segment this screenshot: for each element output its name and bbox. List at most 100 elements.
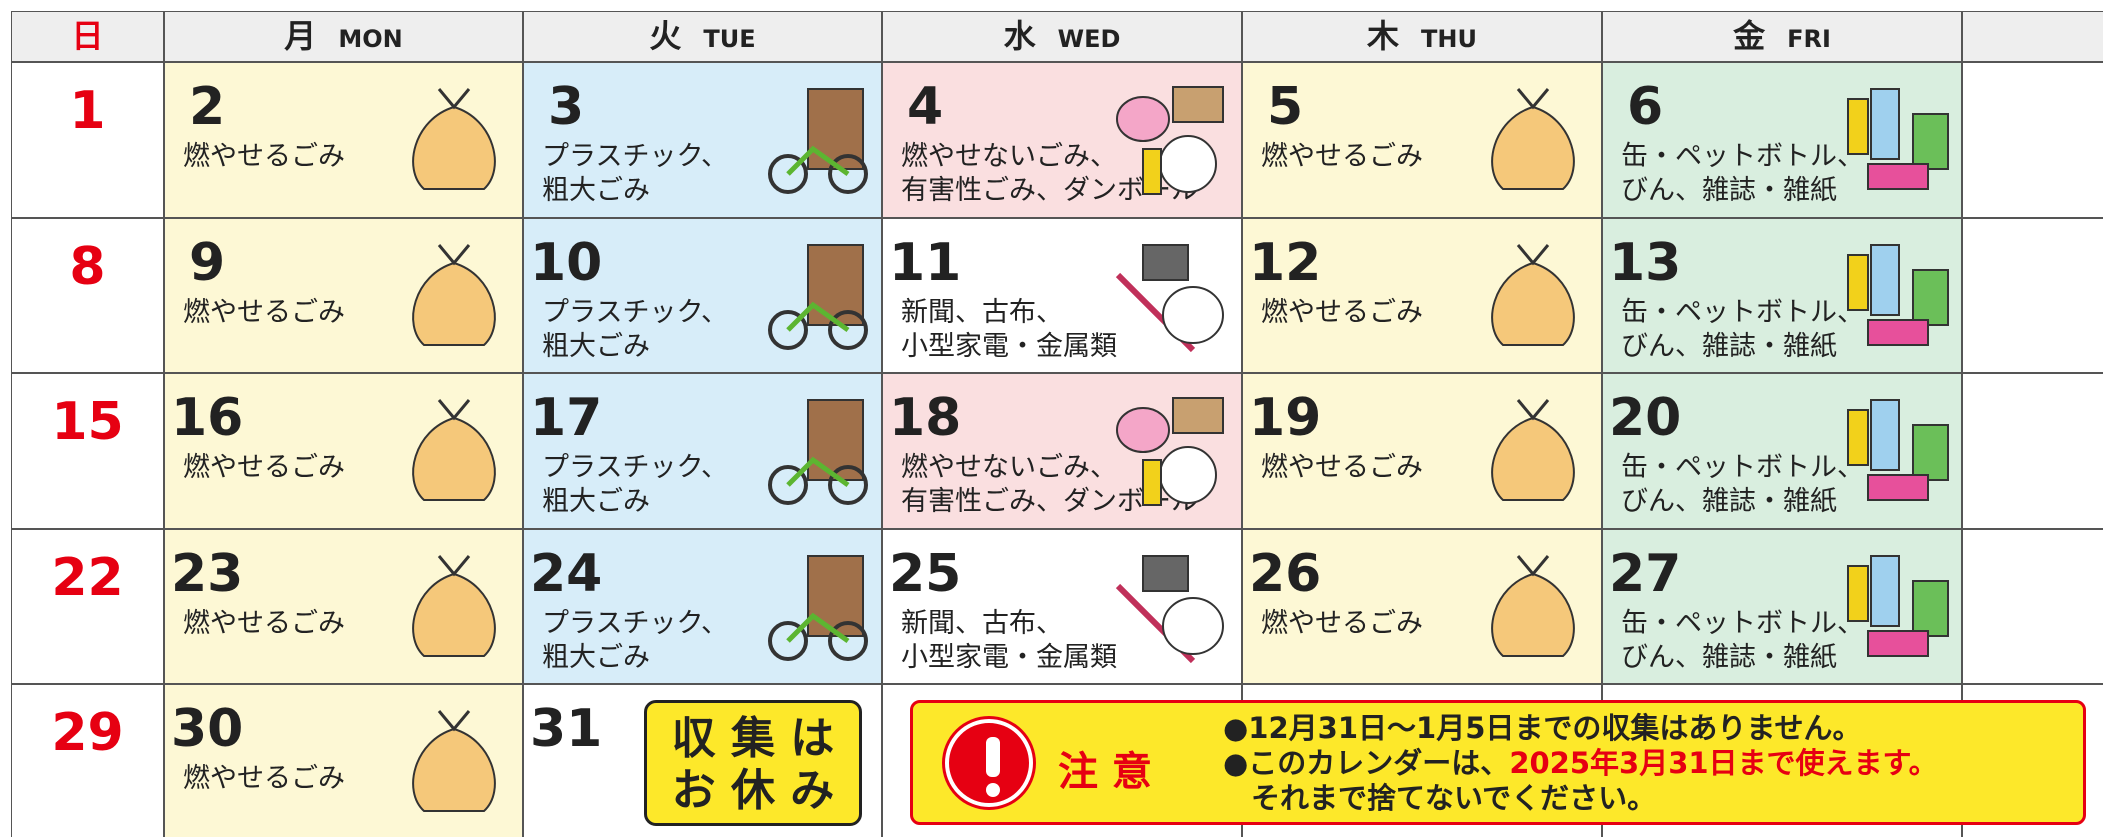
day-cell: 11 新聞、古布、 小型家電・金属類 (882, 217, 1242, 373)
icon (412, 88, 496, 190)
icon-shape (437, 399, 471, 421)
collection-type: 燃やせないごみ、 (901, 452, 1117, 483)
icon-shape (1142, 554, 1189, 592)
collection-type: 缶・ペットボトル、 (1621, 607, 1864, 639)
icon (768, 243, 868, 350)
icon-shape (1172, 86, 1224, 123)
date: 2 (189, 77, 226, 137)
header-cell: 月 MON (164, 11, 523, 62)
weekday-kanji: 月 (284, 17, 317, 55)
day-cell: 2 燃やせるごみ (164, 62, 523, 218)
day-cell: 25 新聞、古布、 小型家電・金属類 (882, 528, 1242, 684)
day-cell: 7 (1962, 62, 2103, 218)
icon (1491, 88, 1575, 190)
notice-line: ●このカレンダーは、2025年3月31日まで使えます。 (1223, 746, 1938, 780)
collection-type: 燃やせるごみ (183, 607, 345, 639)
icon (768, 554, 868, 661)
weekday-en: MON (338, 25, 403, 53)
icon-shape (1847, 98, 1869, 155)
date: 27 (1609, 543, 1682, 604)
weekday-en: TUE (703, 25, 756, 53)
date: 21 (1963, 396, 2103, 448)
day-cell: 13 缶・ペットボトル、 びん、雑誌・雑紙 (1602, 217, 1962, 373)
icon (412, 243, 496, 346)
icon-shape (1491, 416, 1575, 501)
date: 26 (1249, 543, 1322, 604)
collection-type: 燃やせるごみ (183, 296, 345, 328)
collection-type: プラスチック、 (542, 296, 729, 328)
icon (412, 554, 496, 657)
day-cell: 24 プラスチック、 粗大ごみ (523, 528, 882, 684)
date: 4 (907, 77, 944, 137)
icon-shape (1847, 253, 1869, 311)
icon (768, 88, 868, 194)
date: 5 (1267, 77, 1304, 137)
icon-shape (768, 620, 808, 661)
icon-shape (768, 465, 808, 505)
icon-shape (807, 88, 864, 170)
collection-type: 燃やせるごみ (1261, 141, 1423, 172)
icon-shape (1159, 135, 1217, 193)
notice-bang-dot (986, 783, 1000, 797)
collection-type: 粗大ごみ (542, 486, 650, 517)
icon (1847, 554, 1949, 657)
date: 12 (1249, 232, 1322, 293)
day-cell: 9 燃やせるごみ (164, 217, 523, 373)
weekday-kanji: 水 (1003, 17, 1036, 55)
date: 29 (51, 703, 124, 763)
icon (1116, 86, 1224, 195)
icon-shape (1516, 243, 1550, 265)
collection-type: プラスチック、 (542, 452, 729, 483)
notice-title: 注 意 (1058, 749, 1152, 795)
icon-shape (437, 710, 471, 732)
collection-type: 燃やせるごみ (183, 141, 345, 172)
day-cell: 16 燃やせるごみ (164, 373, 523, 529)
icon (1115, 243, 1224, 352)
day-cell: 28 (1962, 528, 2103, 684)
collection-type: 新聞、古布、 (901, 296, 1063, 328)
date: 23 (171, 543, 244, 604)
collection-type: 缶・ペットボトル、 (1621, 296, 1864, 328)
day-cell: 6 缶・ペットボトル、 びん、雑誌・雑紙 (1602, 62, 1962, 218)
icon-shape (1172, 397, 1224, 434)
icon-shape (1870, 243, 1900, 316)
collection-type: 粗大ごみ (542, 641, 650, 673)
notice-text: ●このカレンダーは、 (1223, 746, 1510, 780)
icon-shape (1116, 96, 1170, 142)
icon-shape (828, 465, 868, 505)
collection-type: プラスチック、 (542, 607, 729, 639)
header-cell: 火 TUE (523, 11, 882, 62)
collection-type: 燃やせるごみ (183, 452, 345, 483)
icon-shape (437, 88, 471, 110)
notice: 注 意 ●12月31日〜1月5日までの収集はありません。 ●このカレンダーは、202… (910, 700, 2086, 825)
date: 30 (171, 699, 244, 759)
icon-shape (1491, 572, 1575, 657)
day-cell: 27 缶・ペットボトル、 びん、雑誌・雑紙 (1602, 528, 1962, 684)
icon-shape (1847, 409, 1869, 466)
icon-shape (768, 309, 808, 350)
date: 20 (1609, 388, 1682, 448)
icon (412, 710, 496, 812)
weekday-kanji: 日 (71, 17, 104, 55)
icon-shape (412, 572, 496, 657)
icon-shape (1516, 554, 1550, 576)
day-cell: 21 (1962, 373, 2103, 529)
day-cell: 5 燃やせるごみ (1242, 62, 1602, 218)
icon (1491, 243, 1575, 346)
closed-text: お 休 み (671, 765, 835, 816)
icon-shape (786, 301, 850, 332)
day-cell: 30 燃やせるごみ (164, 684, 523, 837)
collection-type: びん、雑誌・雑紙 (1621, 330, 1837, 362)
day-cell: 4 燃やせないごみ、 有害性ごみ、ダンボール (882, 62, 1242, 218)
icon-shape (1912, 113, 1949, 170)
collection-type: 燃やせるごみ (1261, 607, 1423, 639)
date: 15 (51, 392, 124, 452)
day-cell: 15 (11, 373, 164, 529)
icon-shape (1159, 446, 1217, 504)
icon-shape (828, 620, 868, 661)
header-cell: 木 THU (1242, 11, 1602, 62)
notice-icon (945, 719, 1033, 807)
icon-shape (786, 456, 850, 488)
icon-shape (1162, 596, 1224, 655)
